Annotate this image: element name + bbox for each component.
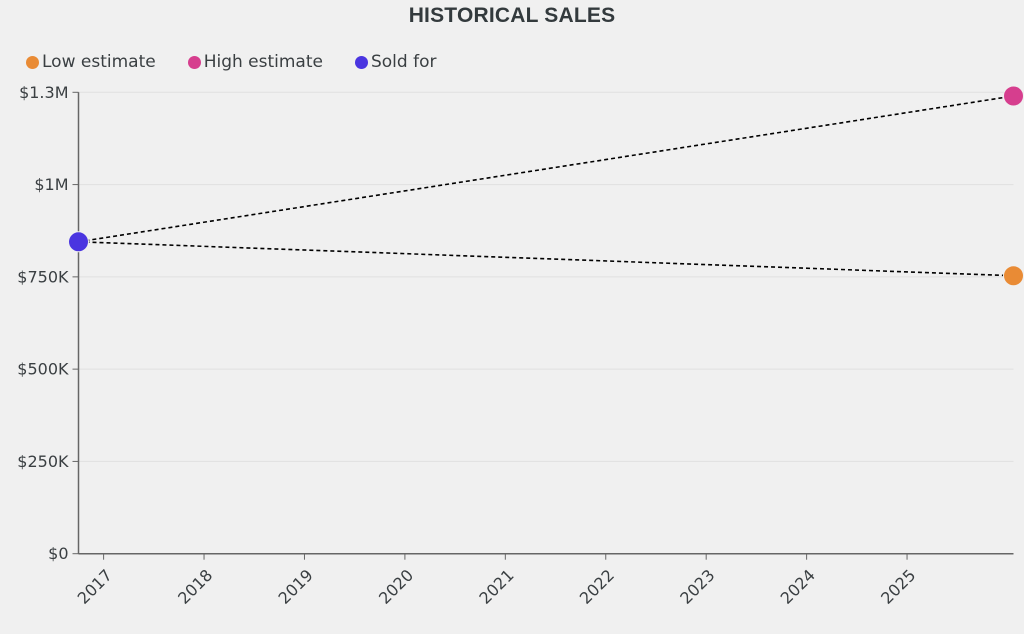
- y-tick-label: $0: [48, 544, 68, 563]
- chart-title: HISTORICAL SALES: [408, 4, 616, 27]
- legend-item-high-estimate[interactable]: High estimate: [187, 52, 323, 72]
- grid-lines: [78, 91, 1014, 462]
- y-tick-label: $1M: [34, 175, 68, 194]
- y-tick-label: $250K: [17, 452, 69, 471]
- data-point-high: [1003, 85, 1024, 107]
- x-tick-label: 2020: [375, 566, 417, 608]
- y-tick-label: $500K: [17, 360, 69, 379]
- connector-sold-to-low: [78, 240, 1014, 277]
- x-tick-label: 2023: [676, 566, 718, 608]
- connector-lines: [78, 95, 1014, 277]
- x-tick-label: 2024: [777, 566, 819, 608]
- y-axis: $0 $250K $500K $750K $1M $1.3M: [17, 83, 80, 563]
- legend-item-low-estimate[interactable]: Low estimate: [26, 52, 156, 72]
- legend: Low estimate High estimate Sold for: [26, 51, 468, 73]
- connector-sold-to-high: [78, 95, 1014, 243]
- x-tick-label: 2025: [877, 566, 919, 608]
- legend-dot-high-estimate: [187, 55, 201, 69]
- data-points: [68, 85, 1024, 287]
- data-point-low: [1003, 265, 1024, 287]
- x-tick-label: 2019: [275, 566, 317, 608]
- x-tick-label: 2022: [576, 566, 618, 608]
- data-point-sold: [68, 231, 89, 253]
- x-tick-label: 2018: [174, 566, 216, 608]
- legend-label-high-estimate: High estimate: [203, 52, 323, 72]
- legend-label-sold-for: Sold for: [370, 52, 437, 72]
- y-tick-label: $1.3M: [19, 83, 68, 102]
- legend-item-sold-for[interactable]: Sold for: [354, 52, 437, 72]
- x-axis: 2017 2018 2019 2020 2021 2022 2023 2024 2025: [74, 552, 1014, 608]
- legend-dot-sold-for: [354, 55, 368, 69]
- x-tick-label: 2017: [74, 566, 116, 608]
- x-tick-label: 2021: [475, 566, 517, 608]
- legend-dot-low-estimate: [26, 55, 39, 69]
- y-tick-label: $750K: [17, 267, 69, 286]
- legend-label-low-estimate: Low estimate: [42, 52, 156, 72]
